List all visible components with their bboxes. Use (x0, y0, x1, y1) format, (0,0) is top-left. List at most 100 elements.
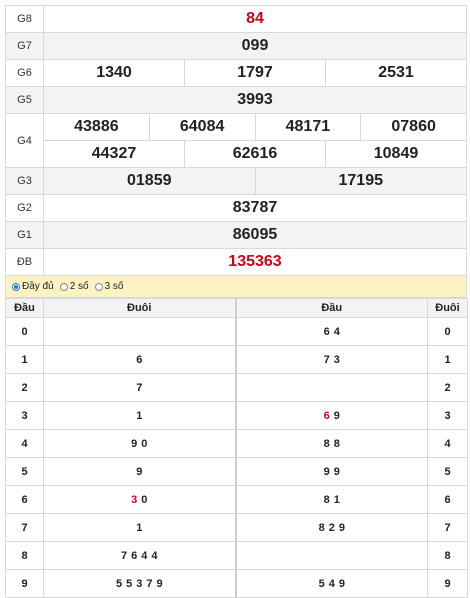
display-options: Đầy đủ 2 số 3 số (5, 276, 467, 298)
loto-tail-values: 9 (43, 457, 236, 486)
prize-table: G8 84 G7 099 G6 1340 1797 2531 G5 3993 G4 43886 6408… (5, 5, 467, 276)
loto-digit: 2 (328, 521, 335, 534)
loto-digit: 8 (333, 437, 340, 450)
loto-head-digit: 3 (5, 401, 44, 430)
loto-digit: 9 (338, 521, 345, 534)
prize-number: 1340 (43, 59, 185, 87)
loto-tail-values (43, 317, 236, 346)
loto-head-digit: 2 (5, 373, 44, 402)
loto-head-digit: 1 (5, 345, 44, 374)
loto-digit: 9 (323, 465, 330, 478)
prize-label: G8 (5, 5, 44, 33)
prize-row-g7: G7 099 (5, 32, 467, 60)
prize-number: 17195 (254, 167, 467, 195)
loto-digit: 0 (141, 493, 148, 506)
loto-digit: 9 (333, 409, 340, 422)
loto-digit: 4 (328, 577, 335, 590)
prize-number: 64084 (148, 113, 256, 141)
loto-tail-values: 6 (43, 345, 236, 374)
loto-digit: 0 (141, 437, 148, 450)
prize-number: 44327 (43, 140, 185, 168)
radio-two-icon[interactable] (59, 282, 68, 291)
radio-full-icon[interactable] (12, 282, 20, 291)
option-full[interactable]: Đầy đủ (12, 281, 54, 292)
radio-three-icon[interactable] (94, 282, 103, 291)
loto-digit: 5 (126, 577, 133, 590)
header-dau-left: Đầu (5, 298, 44, 318)
option-three-label: 3 số (104, 281, 124, 292)
header-duoi-right: Đuôi (427, 298, 468, 318)
header-dau-right: Đầu (234, 298, 428, 318)
loto-tail-values: 1 (43, 401, 236, 430)
loto-head-digit: 9 (5, 569, 44, 598)
prize-row-g1: G1 86095 (5, 221, 467, 249)
loto-digit: 6 (323, 409, 330, 422)
loto-digit: 7 (323, 353, 330, 366)
loto-tail-digit: 3 (427, 401, 468, 430)
prize-row-g3: G3 01859 17195 (5, 167, 467, 195)
loto-digit: 6 (136, 353, 143, 366)
prize-number: 3993 (43, 86, 467, 114)
option-two-digit[interactable]: 2 số (59, 281, 89, 292)
loto-tail-values: 1 (43, 513, 236, 542)
loto-digit: 4 (151, 549, 158, 562)
prize-number: 84 (43, 5, 467, 33)
prize-label: G6 (5, 59, 44, 87)
loto-head-digit: 6 (5, 485, 44, 514)
prize-number: 135363 (43, 248, 467, 276)
loto-digit: 6 (323, 325, 330, 338)
loto-digit: 3 (333, 353, 340, 366)
loto-digit: 1 (136, 409, 143, 422)
loto-digit: 1 (136, 521, 143, 534)
loto-digit: 7 (136, 381, 143, 394)
loto-tail-digit: 8 (427, 541, 468, 570)
loto-digit: 3 (131, 493, 138, 506)
loto-tail-digit: 5 (427, 457, 468, 486)
loto-digit: 9 (338, 577, 345, 590)
loto-digit: 7 (146, 577, 153, 590)
header-duoi-left: Đuôi (43, 298, 236, 318)
prize-label: G2 (5, 194, 44, 222)
prize-label: G3 (5, 167, 44, 195)
prize-row-g4-b: 44327 62616 10849 (6, 140, 467, 168)
loto-digit: 8 (323, 437, 330, 450)
loto-digit: 8 (323, 493, 330, 506)
prize-number: 099 (43, 32, 467, 60)
prize-label: G7 (5, 32, 44, 60)
option-two-label: 2 số (69, 281, 89, 292)
loto-head-values (234, 373, 428, 402)
loto-digit: 4 (333, 325, 340, 338)
prize-number: 48171 (254, 113, 362, 141)
prize-label: G4 (5, 113, 44, 168)
prize-row-g2: G2 83787 (5, 194, 467, 222)
loto-head-digit: 7 (5, 513, 44, 542)
prize-row-đb: ĐB 135363 (5, 248, 467, 276)
prize-number: 10849 (325, 140, 467, 168)
option-three-digit[interactable]: 3 số (94, 281, 124, 292)
loto-digit: 9 (131, 437, 138, 450)
loto-digit: 5 (115, 577, 123, 590)
loto-head-digit: 4 (5, 429, 44, 458)
loto-digit: 1 (333, 493, 340, 506)
loto-head-digit: 8 (5, 541, 44, 570)
prize-number: 1797 (184, 59, 326, 87)
prize-row-g5: G5 3993 (5, 86, 467, 114)
loto-tail-digit: 7 (427, 513, 468, 542)
loto-digit: 7 (121, 549, 128, 562)
option-full-label: Đầy đủ (22, 281, 54, 292)
loto-head-digit: 5 (5, 457, 44, 486)
prize-row-g6: G6 1340 1797 2531 (5, 59, 467, 87)
